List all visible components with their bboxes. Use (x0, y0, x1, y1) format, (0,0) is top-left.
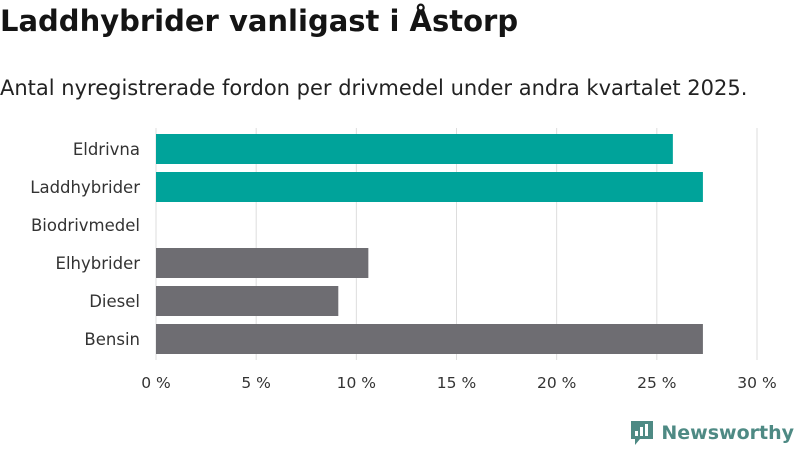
x-tick-label: 10 % (337, 374, 376, 392)
bar-bensin (156, 324, 703, 354)
category-label: Elhybrider (56, 254, 141, 273)
brand-logo: Newsworthy (629, 419, 794, 447)
brand-name: Newsworthy (661, 422, 794, 444)
x-tick-label: 25 % (637, 374, 676, 392)
category-label: Diesel (89, 292, 140, 311)
category-label: Biodrivmedel (31, 216, 140, 235)
x-tick-label: 5 % (241, 374, 271, 392)
chart-subtitle: Antal nyregistrerade fordon per drivmede… (0, 76, 748, 100)
category-labels: Eldrivna Laddhybrider Biodrivmedel Elhybrid… (30, 140, 140, 349)
category-label: Laddhybrider (30, 178, 140, 197)
chart-title: Laddhybrider vanligast i Åstorp (0, 4, 519, 38)
bar-eldrivna (156, 134, 673, 164)
x-axis-tick-labels: 0 % 5 % 10 % 15 % 20 % 25 % 30 % (141, 374, 776, 392)
x-tick-label: 20 % (537, 374, 576, 392)
grid-lines (155, 128, 758, 360)
x-tick-label: 0 % (141, 374, 171, 392)
bar-diesel (156, 286, 339, 316)
category-label: Bensin (84, 330, 140, 349)
x-tick-label: 15 % (437, 374, 476, 392)
x-tick-label: 30 % (737, 374, 776, 392)
bar-laddhybrider (156, 172, 703, 202)
bars (156, 134, 703, 354)
newsworthy-logo-icon (631, 421, 654, 445)
category-label: Eldrivna (73, 140, 140, 159)
bar-elhybrider (156, 248, 369, 278)
